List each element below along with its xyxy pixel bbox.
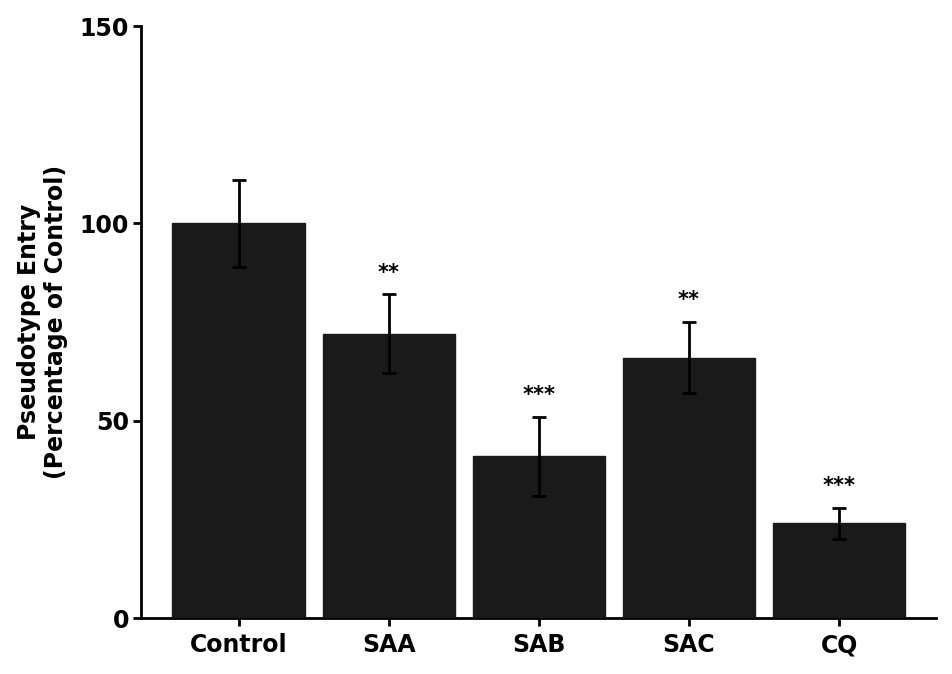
Bar xyxy=(772,523,904,618)
Bar xyxy=(172,224,305,618)
Y-axis label: Pseudotype Entry
(Percentage of Control): Pseudotype Entry (Percentage of Control) xyxy=(16,165,69,479)
Bar xyxy=(623,358,755,618)
Text: **: ** xyxy=(377,263,399,282)
Text: ***: *** xyxy=(522,385,555,405)
Text: **: ** xyxy=(677,290,700,310)
Bar xyxy=(472,456,605,618)
Text: ***: *** xyxy=(822,476,855,496)
Bar xyxy=(322,334,454,618)
